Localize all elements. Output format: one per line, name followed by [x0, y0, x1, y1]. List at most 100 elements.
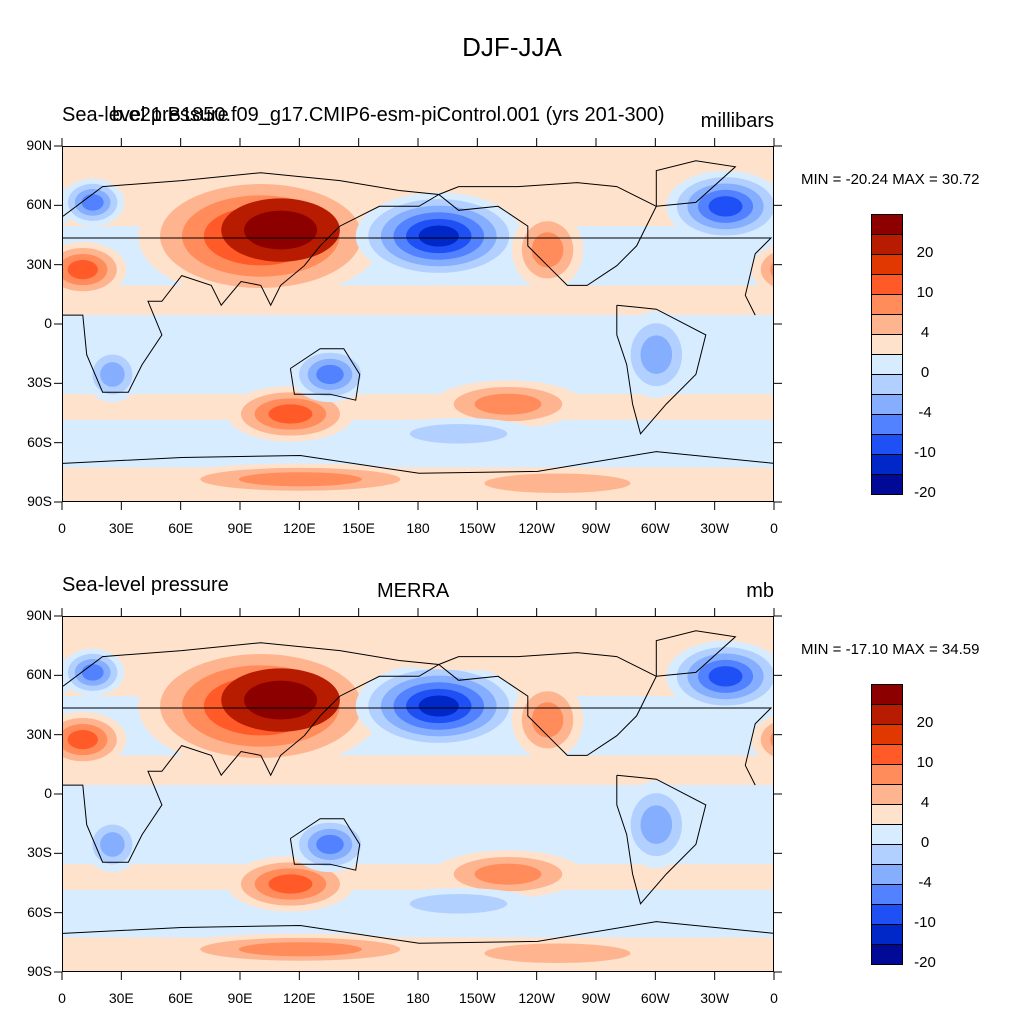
lat-tick-label: 60N	[26, 196, 52, 213]
colorbar-cell	[871, 925, 903, 945]
colorbar-label: -20	[914, 484, 936, 501]
lat-tick-label: 90N	[26, 137, 52, 153]
panel-center-title: MERRA	[377, 580, 450, 602]
lon-tick-label: 60W	[640, 520, 670, 536]
lon-tick-label: 60E	[168, 990, 194, 1006]
colorbar-label: 20	[916, 244, 934, 261]
colorbar-label: 10	[916, 284, 934, 301]
lat-tick-label: 60S	[27, 433, 52, 450]
colorbar-cell	[871, 684, 903, 705]
colorbar-cell	[871, 945, 903, 965]
colorbar-cell	[871, 825, 903, 845]
panel-units: millibars	[700, 110, 774, 132]
colorbar-cell	[871, 415, 903, 435]
colorbar-cell	[871, 845, 903, 865]
lon-tick-label: 180	[406, 520, 430, 536]
lon-tick-label: 150W	[459, 520, 496, 536]
lat-tick-label: 30S	[27, 374, 52, 391]
lat-tick-label: 90S	[27, 493, 52, 509]
colorbar-label: -4	[918, 874, 932, 891]
colorbar-cell	[871, 335, 903, 355]
colorbar-label: 4	[920, 794, 930, 811]
lon-tick-label: 0	[770, 990, 778, 1006]
lon-tick-label: 150E	[342, 990, 375, 1006]
lon-tick-label: 150E	[342, 520, 375, 536]
colorbar-cell	[871, 885, 903, 905]
map-frame	[62, 146, 774, 502]
lon-tick-label: 120W	[518, 990, 555, 1006]
lon-tick-label: 120E	[282, 520, 316, 536]
colorbar-cell	[871, 705, 903, 725]
colorbar	[871, 684, 903, 965]
lon-tick-label: 60W	[640, 990, 670, 1006]
panel-units: mb	[746, 580, 774, 602]
lon-tick-label: 90E	[227, 520, 253, 536]
lat-tick-label: 30N	[26, 725, 52, 742]
lat-tick-label: 60S	[27, 903, 52, 920]
panel-stats: MIN = -20.24 MAX = 30.72	[801, 171, 980, 188]
lat-tick-label: 0	[44, 785, 52, 801]
colorbar-cell	[871, 765, 903, 785]
lon-tick-label: 120W	[518, 520, 555, 536]
lon-tick-label: 120E	[282, 990, 316, 1006]
lon-tick-label: 30E	[108, 520, 134, 536]
colorbar-cell	[871, 805, 903, 825]
colorbar-cell	[871, 295, 903, 315]
panel-left-title: Sea-level pressure	[62, 574, 229, 596]
colorbar-cell	[871, 725, 903, 745]
colorbar-cell	[871, 275, 903, 295]
lon-tick-label: 180	[406, 990, 430, 1006]
colorbar-cell	[871, 905, 903, 925]
colorbar-cell	[871, 315, 903, 335]
colorbar-cell	[871, 785, 903, 805]
colorbar-cell	[871, 375, 903, 395]
colorbar-label: 0	[920, 364, 930, 381]
colorbar-cell	[871, 435, 903, 455]
lat-tick-label: 30S	[27, 844, 52, 861]
lon-tick-label: 30W	[700, 990, 730, 1006]
colorbar-cell	[871, 235, 903, 255]
lon-tick-label: 150W	[459, 990, 496, 1006]
lon-tick-label: 90W	[581, 520, 611, 536]
colorbar-label: 20	[916, 714, 934, 731]
colorbar-label: -20	[914, 954, 936, 971]
colorbar-label: -10	[914, 914, 936, 931]
lon-tick-label: 30W	[700, 520, 730, 536]
colorbar-cell	[871, 255, 903, 275]
lon-tick-label: 90E	[227, 990, 253, 1006]
lon-tick-label: 30E	[108, 990, 134, 1006]
panel-center-title: b.e21.B1850.f09_g17.CMIP6-esm-piControl.…	[112, 104, 665, 126]
lon-tick-label: 0	[58, 520, 66, 536]
colorbar-label: -10	[914, 444, 936, 461]
colorbar-cell	[871, 475, 903, 495]
coastlines	[63, 160, 773, 474]
lat-tick-label: 0	[44, 315, 52, 331]
lat-tick-label: 90S	[27, 963, 52, 979]
colorbar-cell	[871, 865, 903, 885]
lon-tick-label: 0	[770, 520, 778, 536]
colorbar-label: -4	[918, 404, 932, 421]
lat-tick-label: 60N	[26, 666, 52, 683]
lat-tick-label: 90N	[26, 607, 52, 623]
colorbar	[871, 214, 903, 495]
lon-tick-label: 0	[58, 990, 66, 1006]
colorbar-label: 4	[920, 324, 930, 341]
lat-tick-label: 30N	[26, 255, 52, 272]
colorbar-cell	[871, 455, 903, 475]
panel-left-title: Sea-level pressure	[62, 104, 229, 126]
panel-stats: MIN = -17.10 MAX = 34.59	[801, 641, 980, 658]
coastlines	[63, 630, 773, 944]
lon-tick-label: 60E	[168, 520, 194, 536]
colorbar-label: 0	[920, 834, 930, 851]
colorbar-cell	[871, 395, 903, 415]
colorbar-cell	[871, 355, 903, 375]
figure-title: DJF-JJA	[462, 32, 562, 62]
colorbar-cell	[871, 214, 903, 235]
map-frame	[62, 616, 774, 972]
pressure-field	[63, 617, 773, 971]
pressure-field	[63, 147, 773, 501]
colorbar-label: 10	[916, 754, 934, 771]
colorbar-cell	[871, 745, 903, 765]
